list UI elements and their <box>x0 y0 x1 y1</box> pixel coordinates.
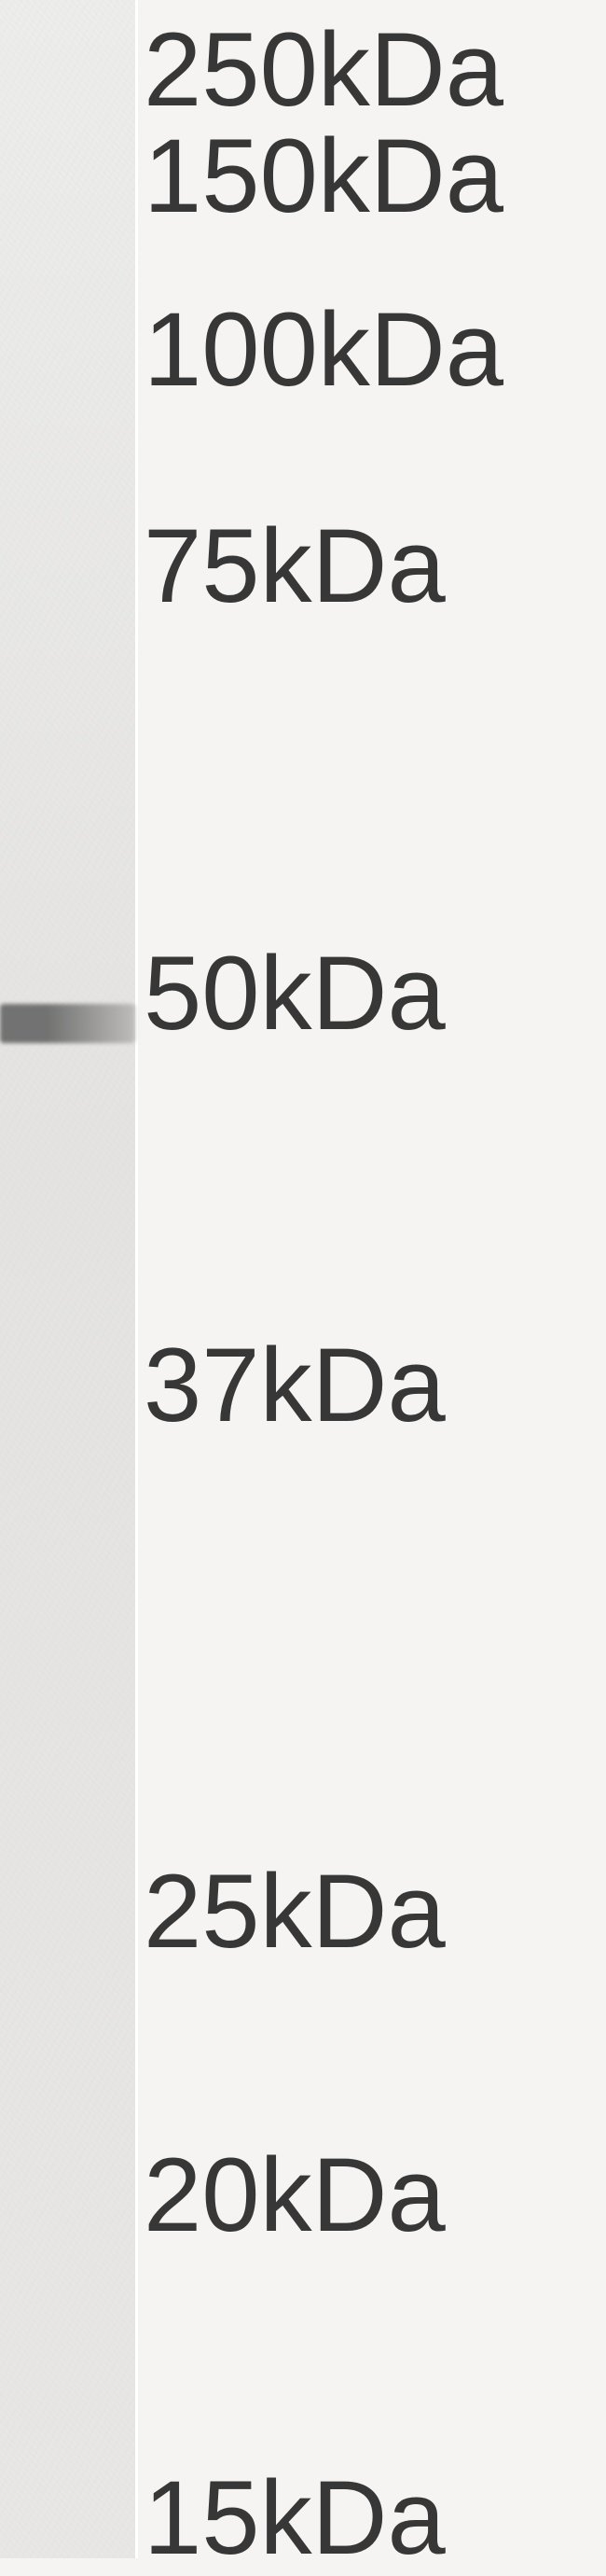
marker-label-250: 250kDa <box>144 18 503 122</box>
marker-label-100: 100kDa <box>144 298 503 402</box>
blot-lane <box>0 0 138 2558</box>
marker-label-150: 150kDa <box>144 124 503 229</box>
protein-band <box>0 1004 135 1043</box>
marker-label-50: 50kDa <box>144 941 446 1046</box>
marker-label-20: 20kDa <box>144 2143 446 2248</box>
marker-label-15: 15kDa <box>144 2466 446 2570</box>
marker-label-37: 37kDa <box>144 1333 446 1438</box>
marker-label-25: 25kDa <box>144 1859 446 1964</box>
marker-label-75: 75kDa <box>144 514 446 619</box>
